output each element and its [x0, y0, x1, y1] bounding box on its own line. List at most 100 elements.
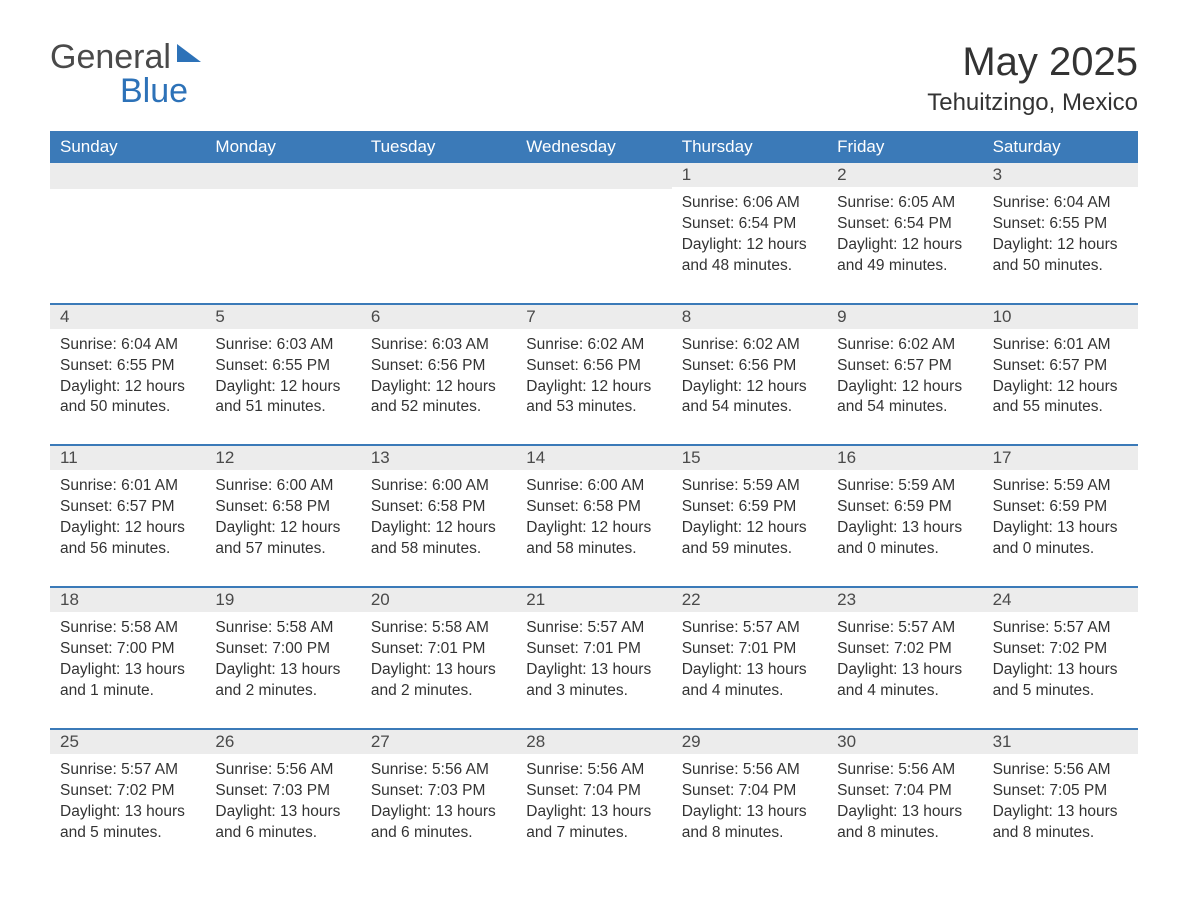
- day-details: Sunrise: 6:02 AMSunset: 6:57 PMDaylight:…: [827, 329, 982, 419]
- day-number: 6: [361, 305, 516, 329]
- day-cell: 22Sunrise: 5:57 AMSunset: 7:01 PMDayligh…: [672, 588, 827, 728]
- sunset-text: Sunset: 7:01 PM: [682, 639, 817, 660]
- day-number: 24: [983, 588, 1138, 612]
- day-cell: [516, 163, 671, 303]
- sunrise-text: Sunrise: 6:01 AM: [60, 476, 195, 497]
- sunset-text: Sunset: 6:56 PM: [371, 356, 506, 377]
- sunset-text: Sunset: 7:02 PM: [837, 639, 972, 660]
- daylight-text: Daylight: 13 hours and 4 minutes.: [837, 660, 972, 702]
- day-number: 29: [672, 730, 827, 754]
- day-details: Sunrise: 5:58 AMSunset: 7:00 PMDaylight:…: [50, 612, 205, 702]
- sunset-text: Sunset: 7:03 PM: [215, 781, 350, 802]
- sunset-text: Sunset: 7:01 PM: [371, 639, 506, 660]
- day-details: Sunrise: 5:58 AMSunset: 7:00 PMDaylight:…: [205, 612, 360, 702]
- daylight-text: Daylight: 13 hours and 2 minutes.: [371, 660, 506, 702]
- sunrise-text: Sunrise: 5:59 AM: [837, 476, 972, 497]
- day-cell: 24Sunrise: 5:57 AMSunset: 7:02 PMDayligh…: [983, 588, 1138, 728]
- day-details: Sunrise: 5:59 AMSunset: 6:59 PMDaylight:…: [827, 470, 982, 560]
- sunrise-text: Sunrise: 5:57 AM: [993, 618, 1128, 639]
- day-number: 7: [516, 305, 671, 329]
- day-number: 15: [672, 446, 827, 470]
- day-cell: [361, 163, 516, 303]
- day-details: Sunrise: 6:04 AMSunset: 6:55 PMDaylight:…: [983, 187, 1138, 277]
- daylight-text: Daylight: 12 hours and 48 minutes.: [682, 235, 817, 277]
- day-number: 18: [50, 588, 205, 612]
- day-cell: 25Sunrise: 5:57 AMSunset: 7:02 PMDayligh…: [50, 730, 205, 870]
- day-details: Sunrise: 6:02 AMSunset: 6:56 PMDaylight:…: [672, 329, 827, 419]
- day-cell: 9Sunrise: 6:02 AMSunset: 6:57 PMDaylight…: [827, 305, 982, 445]
- day-cell: 2Sunrise: 6:05 AMSunset: 6:54 PMDaylight…: [827, 163, 982, 303]
- day-details: Sunrise: 5:57 AMSunset: 7:01 PMDaylight:…: [516, 612, 671, 702]
- sunset-text: Sunset: 6:57 PM: [993, 356, 1128, 377]
- sunset-text: Sunset: 6:59 PM: [837, 497, 972, 518]
- day-number: 3: [983, 163, 1138, 187]
- daylight-text: Daylight: 12 hours and 50 minutes.: [993, 235, 1128, 277]
- daylight-text: Daylight: 12 hours and 54 minutes.: [682, 377, 817, 419]
- logo-word-general: General: [50, 38, 171, 76]
- sunset-text: Sunset: 7:04 PM: [837, 781, 972, 802]
- sunset-text: Sunset: 6:55 PM: [215, 356, 350, 377]
- calendar-week: 11Sunrise: 6:01 AMSunset: 6:57 PMDayligh…: [50, 444, 1138, 586]
- day-number: 30: [827, 730, 982, 754]
- day-details: Sunrise: 5:57 AMSunset: 7:02 PMDaylight:…: [983, 612, 1138, 702]
- sunset-text: Sunset: 7:04 PM: [682, 781, 817, 802]
- daylight-text: Daylight: 12 hours and 52 minutes.: [371, 377, 506, 419]
- day-number: 26: [205, 730, 360, 754]
- day-cell: 10Sunrise: 6:01 AMSunset: 6:57 PMDayligh…: [983, 305, 1138, 445]
- day-cell: 8Sunrise: 6:02 AMSunset: 6:56 PMDaylight…: [672, 305, 827, 445]
- page-title: May 2025: [927, 40, 1138, 85]
- daylight-text: Daylight: 12 hours and 58 minutes.: [526, 518, 661, 560]
- sunset-text: Sunset: 7:03 PM: [371, 781, 506, 802]
- day-number: 28: [516, 730, 671, 754]
- daylight-text: Daylight: 13 hours and 5 minutes.: [60, 802, 195, 844]
- day-details: Sunrise: 6:03 AMSunset: 6:56 PMDaylight:…: [361, 329, 516, 419]
- daylight-text: Daylight: 12 hours and 56 minutes.: [60, 518, 195, 560]
- sunset-text: Sunset: 7:00 PM: [60, 639, 195, 660]
- daylight-text: Daylight: 13 hours and 7 minutes.: [526, 802, 661, 844]
- day-cell: 12Sunrise: 6:00 AMSunset: 6:58 PMDayligh…: [205, 446, 360, 586]
- sunrise-text: Sunrise: 5:59 AM: [682, 476, 817, 497]
- sunrise-text: Sunrise: 6:00 AM: [371, 476, 506, 497]
- day-number: 19: [205, 588, 360, 612]
- col-thursday: Thursday: [672, 131, 827, 163]
- day-details: Sunrise: 6:05 AMSunset: 6:54 PMDaylight:…: [827, 187, 982, 277]
- day-number: 31: [983, 730, 1138, 754]
- day-cell: 18Sunrise: 5:58 AMSunset: 7:00 PMDayligh…: [50, 588, 205, 728]
- logo-text: General Blue: [50, 40, 203, 108]
- sunrise-text: Sunrise: 6:00 AM: [526, 476, 661, 497]
- day-number: 14: [516, 446, 671, 470]
- daylight-text: Daylight: 12 hours and 54 minutes.: [837, 377, 972, 419]
- daylight-text: Daylight: 12 hours and 59 minutes.: [682, 518, 817, 560]
- sunset-text: Sunset: 6:58 PM: [526, 497, 661, 518]
- day-number: 12: [205, 446, 360, 470]
- day-cell: 14 Sunrise: 6:00 AMSunset: 6:58 PMDayligh…: [516, 446, 671, 586]
- sunrise-text: Sunrise: 5:59 AM: [993, 476, 1128, 497]
- day-number: 5: [205, 305, 360, 329]
- day-number: [516, 163, 671, 189]
- day-details: Sunrise: 5:57 AMSunset: 7:02 PMDaylight:…: [827, 612, 982, 702]
- col-sunday: Sunday: [50, 131, 205, 163]
- logo-triangle-icon: [175, 40, 203, 68]
- day-number: 9: [827, 305, 982, 329]
- daylight-text: Daylight: 12 hours and 53 minutes.: [526, 377, 661, 419]
- day-cell: [205, 163, 360, 303]
- sunset-text: Sunset: 6:58 PM: [215, 497, 350, 518]
- sunrise-text: Sunrise: 6:02 AM: [682, 335, 817, 356]
- sunrise-text: Sunrise: 6:03 AM: [371, 335, 506, 356]
- day-details: Sunrise: 5:56 AMSunset: 7:04 PMDaylight:…: [672, 754, 827, 844]
- calendar-week: 4Sunrise: 6:04 AMSunset: 6:55 PMDaylight…: [50, 303, 1138, 445]
- daylight-text: Daylight: 12 hours and 50 minutes.: [60, 377, 195, 419]
- sunset-text: Sunset: 7:00 PM: [215, 639, 350, 660]
- title-block: May 2025 Tehuitzingo, Mexico: [927, 40, 1138, 117]
- daylight-text: Daylight: 13 hours and 0 minutes.: [993, 518, 1128, 560]
- sunrise-text: Sunrise: 6:05 AM: [837, 193, 972, 214]
- page-subtitle: Tehuitzingo, Mexico: [927, 89, 1138, 117]
- daylight-text: Daylight: 13 hours and 8 minutes.: [682, 802, 817, 844]
- sunrise-text: Sunrise: 6:03 AM: [215, 335, 350, 356]
- day-number: 4: [50, 305, 205, 329]
- day-cell: 1Sunrise: 6:06 AMSunset: 6:54 PMDaylight…: [672, 163, 827, 303]
- col-saturday: Saturday: [983, 131, 1138, 163]
- sunrise-text: Sunrise: 6:04 AM: [993, 193, 1128, 214]
- day-cell: 21Sunrise: 5:57 AMSunset: 7:01 PMDayligh…: [516, 588, 671, 728]
- sunrise-text: Sunrise: 5:56 AM: [837, 760, 972, 781]
